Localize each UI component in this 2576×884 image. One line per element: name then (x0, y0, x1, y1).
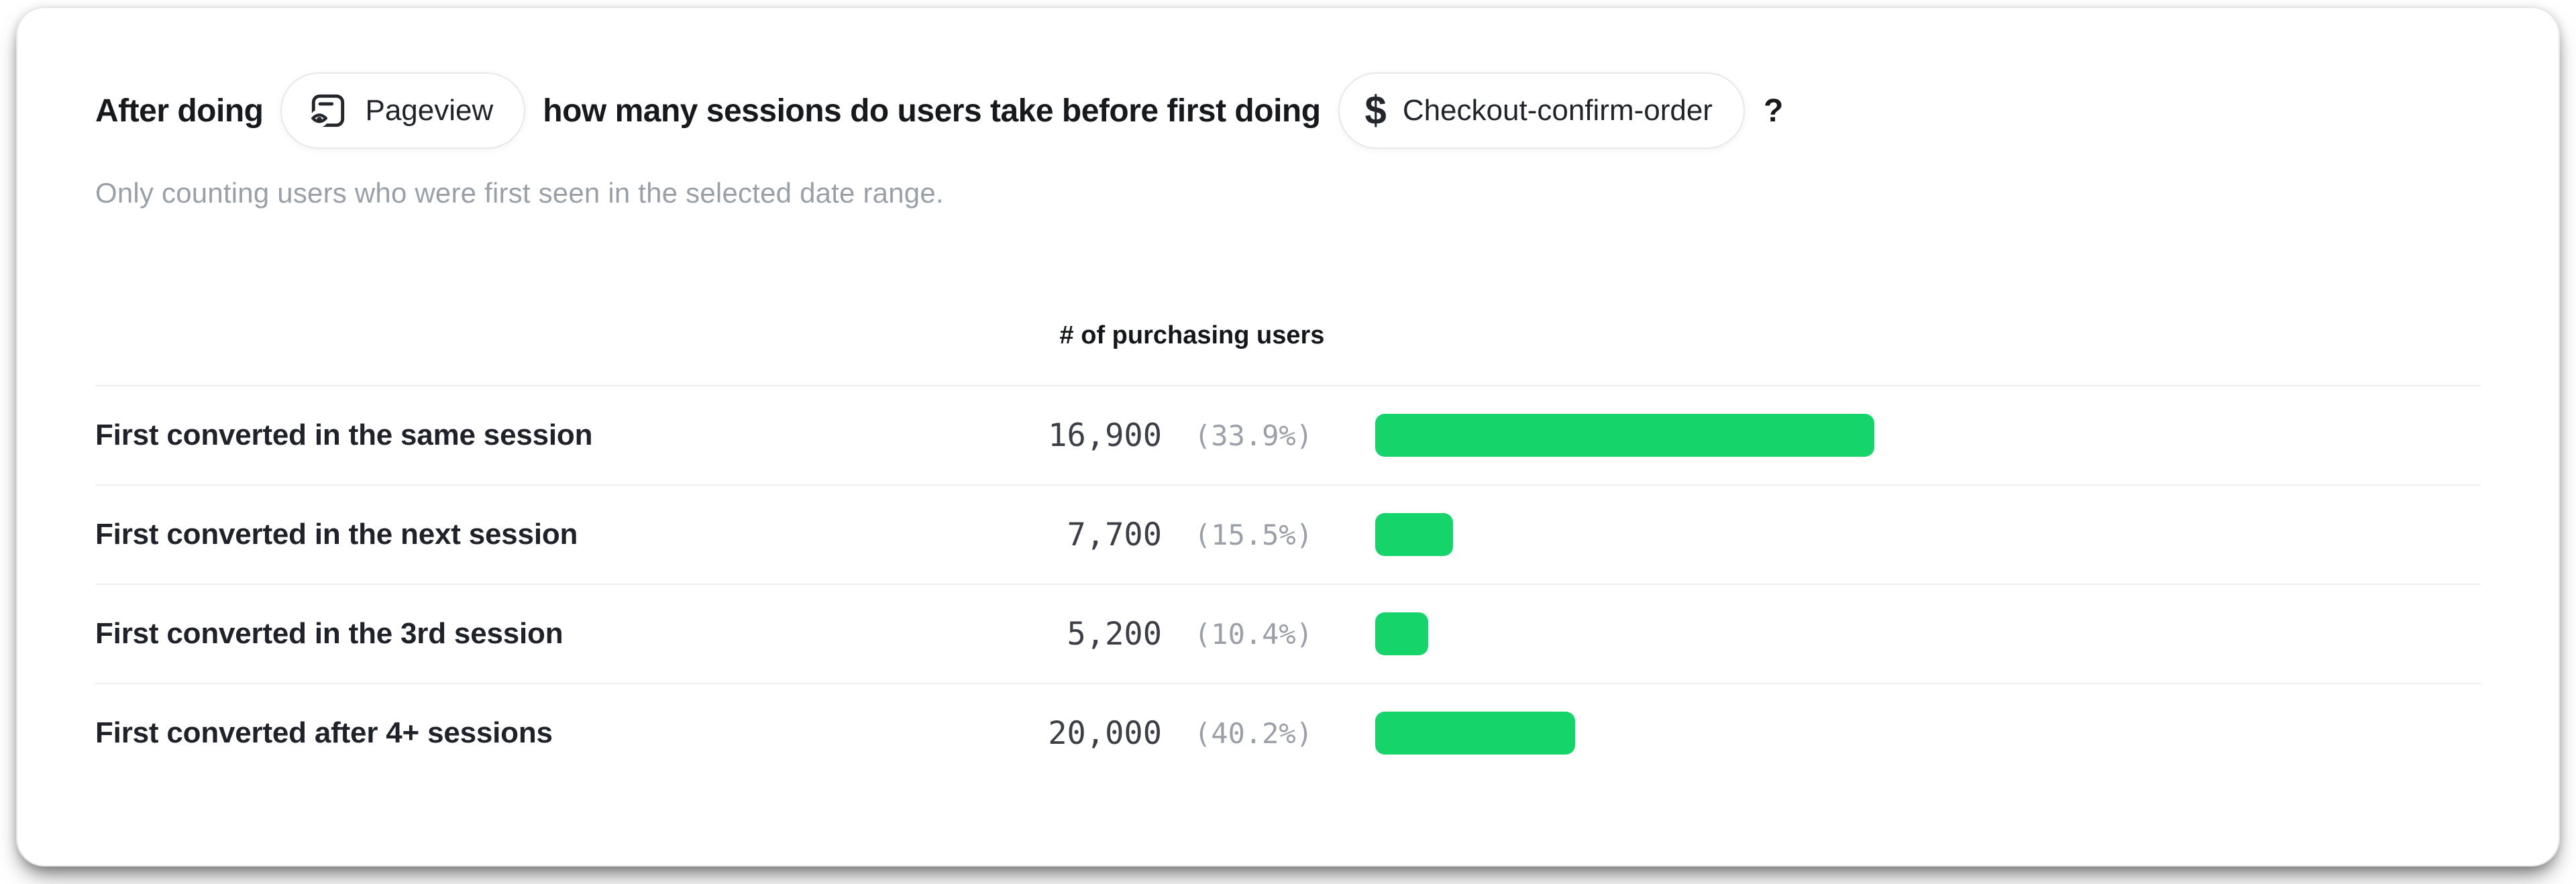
table-row: First converted in the same session 16,9… (95, 385, 2481, 484)
table-row: First converted after 4+ sessions 20,000… (95, 683, 2481, 782)
event-pill-checkout[interactable]: $ Checkout-confirm-order (1338, 72, 1745, 149)
row-label: First converted in the 3rd session (95, 617, 564, 650)
question-header: After doing Pageview how many sessions d… (95, 70, 2481, 152)
row-label: First converted after 4+ sessions (95, 716, 553, 749)
pageview-icon (311, 94, 345, 127)
value-bar (1375, 513, 1453, 556)
event-pill-label: Pageview (365, 94, 494, 127)
event-pill-pageview[interactable]: Pageview (280, 72, 526, 149)
value-bar (1375, 712, 1575, 755)
value-bar (1375, 414, 1874, 457)
value-bar (1375, 612, 1428, 655)
subtitle: Only counting users who were first seen … (95, 177, 944, 209)
row-value: 16,900 (1048, 417, 1162, 454)
event-pill-label: Checkout-confirm-order (1402, 94, 1713, 127)
question-prefix: After doing (95, 93, 264, 129)
value-column-header: # of purchasing users (1059, 321, 1325, 349)
question-middle: how many sessions do users take before f… (543, 93, 1321, 129)
row-label: First converted in the same session (95, 419, 593, 451)
row-percentage: (10.4%) (1194, 617, 1313, 651)
dollar-icon: $ (1364, 87, 1387, 133)
row-percentage: (15.5%) (1194, 518, 1313, 551)
question-suffix: ? (1763, 93, 1784, 129)
report-card: After doing Pageview how many sessions d… (16, 7, 2560, 867)
row-value: 20,000 (1048, 714, 1162, 752)
table-header: # of purchasing users (95, 209, 2481, 385)
row-value: 7,700 (1067, 516, 1162, 553)
row-percentage: (40.2%) (1194, 716, 1313, 750)
table-row: First converted in the 3rd session 5,200… (95, 584, 2481, 683)
row-value: 5,200 (1067, 615, 1162, 653)
table-row: First converted in the next session 7,70… (95, 484, 2481, 584)
row-percentage: (33.9%) (1194, 419, 1313, 452)
row-label: First converted in the next session (95, 518, 578, 551)
